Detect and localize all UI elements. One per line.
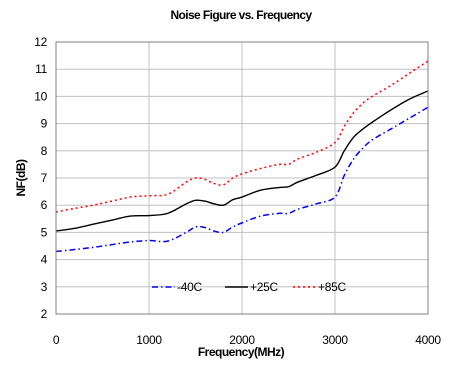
x-tick-label: 3000: [322, 333, 348, 347]
y-tick-label: 8: [41, 144, 48, 158]
chart-title: Noise Figure vs. Frequency: [170, 8, 312, 22]
y-tick-label: 5: [41, 225, 48, 239]
x-tick-label: 1000: [136, 333, 162, 347]
legend-label-2: +25C: [250, 280, 278, 294]
y-tick-label: 2: [41, 307, 48, 321]
grid: [55, 41, 429, 315]
plot-border: [55, 41, 429, 315]
x-tick-label: 2000: [229, 333, 255, 347]
y-axis-label: NF(dB): [14, 159, 28, 196]
y-tick-label: 12: [34, 35, 47, 49]
x-axis: 0 1000 2000 3000 4000: [53, 333, 442, 347]
y-tick-label: 11: [35, 62, 47, 76]
legend: -40C +25C +85C: [152, 280, 347, 294]
x-tick-label: 0: [53, 333, 60, 347]
x-axis-label: Frequency(MHz): [198, 345, 285, 359]
legend-label-1: -40C: [177, 280, 202, 294]
series-line-1: [55, 106, 429, 253]
legend-label-3: +85C: [318, 280, 346, 294]
x-tick-label: 4000: [415, 333, 441, 347]
series-layer: [55, 60, 429, 253]
y-tick-label: 4: [41, 253, 48, 267]
y-tick-label: 6: [41, 198, 48, 212]
y-tick-label: 9: [41, 117, 48, 131]
y-axis: 2 3 4 5 6 7 8 9 10 11 12: [34, 35, 48, 321]
y-tick-label: 3: [41, 280, 48, 294]
y-tick-label: 10: [34, 89, 47, 103]
y-tick-label: 7: [41, 171, 48, 185]
series-line-3: [55, 60, 429, 213]
series-line-2: [55, 90, 429, 232]
